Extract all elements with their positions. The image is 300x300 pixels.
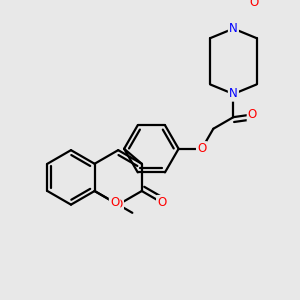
Text: O: O	[110, 196, 119, 209]
Text: N: N	[229, 22, 238, 35]
Text: O: O	[197, 142, 206, 155]
Text: O: O	[157, 196, 167, 209]
Text: N: N	[229, 88, 238, 100]
Text: O: O	[249, 0, 259, 9]
Text: O: O	[114, 198, 123, 211]
Text: O: O	[248, 108, 257, 121]
